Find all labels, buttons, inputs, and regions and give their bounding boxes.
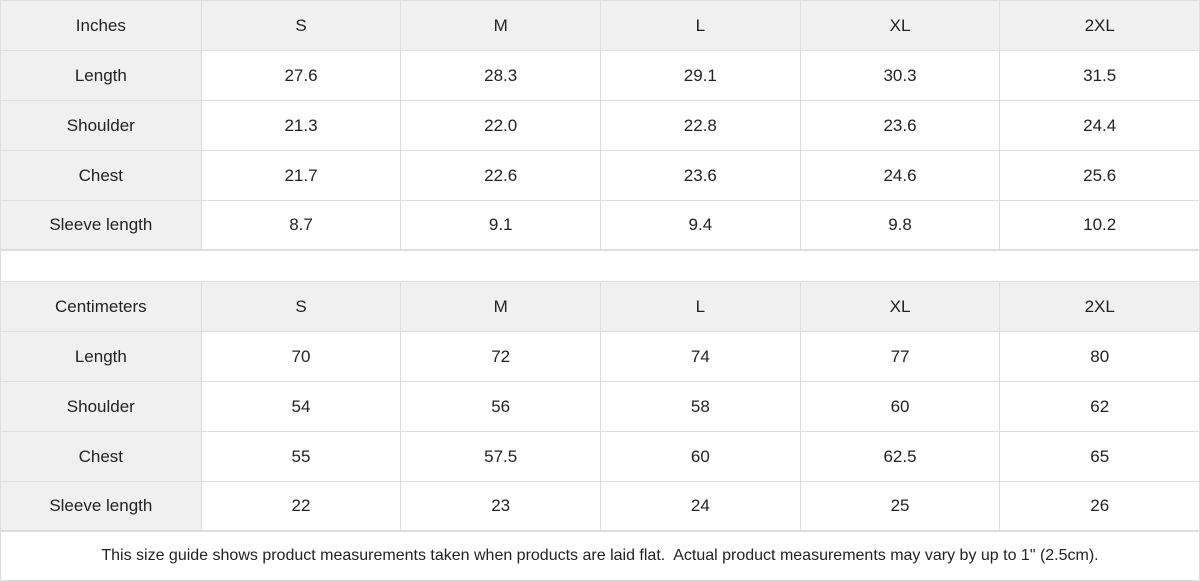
row-label: Length	[1, 332, 201, 381]
table-cell: 22	[200, 482, 401, 530]
table-cell: 2XL	[999, 282, 1200, 331]
table-row: Shoulder 54 56 58 60 62	[1, 381, 1200, 431]
table-cell: 28.3	[400, 51, 601, 100]
row-label: Sleeve length	[1, 482, 201, 530]
size-guide-note: This size guide shows product measuremen…	[1, 531, 1199, 581]
table-cell: 2XL	[999, 1, 1200, 50]
table-cell: 60	[600, 432, 800, 481]
table-cell: XL	[799, 1, 1000, 50]
table-row: Chest 21.7 22.6 23.6 24.6 25.6	[1, 150, 1200, 200]
centimeters-table: Centimeters S M L XL 2XL Length 70 72 74 77 80 Shoul…	[1, 281, 1200, 531]
table-cell: L	[600, 1, 800, 50]
table-cell: S	[200, 1, 401, 50]
table-cell: L	[600, 282, 800, 331]
table-cell: 22.6	[400, 151, 601, 200]
table-cell: 30.3	[799, 51, 1000, 100]
row-label: Sleeve length	[1, 201, 201, 249]
table-row: Chest 55 57.5 60 62.5 65	[1, 431, 1200, 481]
table-cell: 25	[799, 482, 1000, 530]
table-spacer	[1, 250, 1199, 281]
table-cell: 72	[400, 332, 601, 381]
table-cell: 21.3	[200, 101, 401, 150]
table-row: Length 27.6 28.3 29.1 30.3 31.5	[1, 50, 1200, 100]
table-cell: 9.8	[799, 201, 1000, 249]
table-cell: 70	[200, 332, 401, 381]
table-cell: XL	[799, 282, 1000, 331]
table-cell: 58	[600, 382, 800, 431]
table-cell: 80	[999, 332, 1200, 381]
table-cell: 77	[799, 332, 1000, 381]
table-cell: 62	[999, 382, 1200, 431]
table-cell: S	[200, 282, 401, 331]
table-row: Sleeve length 8.7 9.1 9.4 9.8 10.2	[1, 200, 1200, 250]
table-cell: 22.8	[600, 101, 800, 150]
table-cell: 23.6	[600, 151, 800, 200]
row-label: Centimeters	[1, 282, 201, 331]
table-cell: 23.6	[799, 101, 1000, 150]
row-label: Inches	[1, 1, 201, 50]
table-cell: 24.6	[799, 151, 1000, 200]
table-header-row: Centimeters S M L XL 2XL	[1, 281, 1200, 331]
table-cell: 24.4	[999, 101, 1200, 150]
table-cell: 23	[400, 482, 601, 530]
table-cell: 56	[400, 382, 601, 431]
table-cell: 26	[999, 482, 1200, 530]
row-label: Shoulder	[1, 382, 201, 431]
table-cell: 9.4	[600, 201, 800, 249]
table-cell: 60	[799, 382, 1000, 431]
table-cell: 57.5	[400, 432, 601, 481]
table-cell: M	[400, 1, 601, 50]
row-label: Chest	[1, 151, 201, 200]
table-cell: 65	[999, 432, 1200, 481]
table-cell: 54	[200, 382, 401, 431]
table-cell: 8.7	[200, 201, 401, 249]
table-cell: M	[400, 282, 601, 331]
table-cell: 24	[600, 482, 800, 530]
table-cell: 55	[200, 432, 401, 481]
table-cell: 74	[600, 332, 800, 381]
table-cell: 27.6	[200, 51, 401, 100]
table-cell: 10.2	[999, 201, 1200, 249]
table-cell: 31.5	[999, 51, 1200, 100]
table-cell: 22.0	[400, 101, 601, 150]
inches-table: Inches S M L XL 2XL Length 27.6 28.3 29.1 30.3 31.5…	[1, 0, 1200, 250]
table-header-row: Inches S M L XL 2XL	[1, 0, 1200, 50]
table-cell: 9.1	[400, 201, 601, 249]
row-label: Length	[1, 51, 201, 100]
row-label: Chest	[1, 432, 201, 481]
table-row: Sleeve length 22 23 24 25 26	[1, 481, 1200, 531]
table-row: Shoulder 21.3 22.0 22.8 23.6 24.4	[1, 100, 1200, 150]
table-cell: 29.1	[600, 51, 800, 100]
table-row: Length 70 72 74 77 80	[1, 331, 1200, 381]
table-cell: 21.7	[200, 151, 401, 200]
row-label: Shoulder	[1, 101, 201, 150]
table-cell: 25.6	[999, 151, 1200, 200]
table-cell: 62.5	[799, 432, 1000, 481]
